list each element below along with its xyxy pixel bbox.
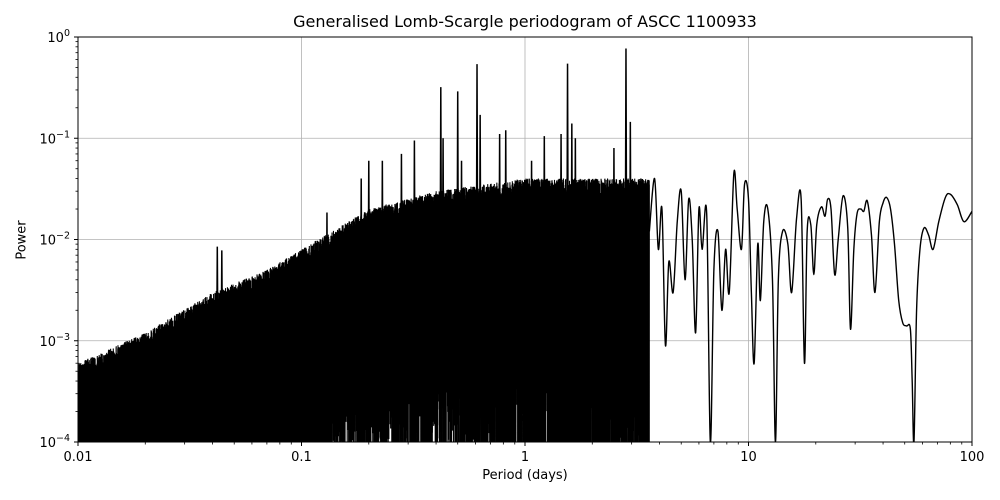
periodogram-peak [542, 136, 547, 442]
periodogram-peak [219, 250, 224, 442]
periodogram-peak [529, 160, 534, 442]
periodogram-peak [503, 130, 508, 442]
periodogram-peak [475, 64, 479, 442]
periodogram-peak [380, 160, 385, 442]
periodogram-peak [624, 48, 628, 442]
periodogram-peak [569, 123, 574, 442]
periodogram-peak [441, 138, 446, 442]
periodogram-peak [325, 212, 329, 442]
periodogram-peak [559, 134, 564, 442]
periodogram-peak [215, 246, 220, 442]
long-period-curve [648, 169, 972, 442]
y-tick-label: 10−3 [39, 332, 70, 350]
periodogram-peak [611, 148, 616, 442]
x-tick-label: 100 [960, 450, 985, 465]
x-tick-label: 0.1 [291, 450, 312, 465]
periodogram-peak [459, 160, 464, 442]
periodogram-peak [359, 178, 364, 442]
x-tick-label: 1 [521, 450, 529, 465]
periodogram-peak [399, 153, 404, 442]
periodogram-peak [412, 140, 417, 442]
x-tick-label: 10 [740, 450, 757, 465]
periodogram-peak [455, 91, 460, 442]
periodogram-peak [565, 63, 570, 442]
y-tick-label: 10−1 [39, 129, 70, 147]
periodogram-peak [497, 134, 502, 442]
y-tick-label: 10−4 [39, 433, 70, 451]
power-series-line [78, 48, 972, 442]
periodogram-peak [478, 114, 483, 442]
x-tick-label: 0.01 [64, 450, 93, 465]
periodogram-peak [638, 178, 643, 442]
x-axis-ticks: 0.01 0.1 1 10 100 [64, 442, 985, 465]
periodogram-peak [628, 121, 633, 442]
chart-title: Generalised Lomb-Scargle periodogram of … [293, 12, 757, 31]
periodogram-peak [366, 160, 371, 442]
y-axis-ticks: 100 10−1 10−2 10−3 10−4 [39, 28, 78, 451]
y-tick-label: 10−2 [39, 231, 70, 249]
y-tick-label: 100 [47, 28, 70, 46]
x-axis-label: Period (days) [482, 468, 568, 483]
periodogram-peak [573, 138, 578, 442]
periodogram-peak [438, 87, 443, 442]
noise-forest [78, 178, 650, 442]
